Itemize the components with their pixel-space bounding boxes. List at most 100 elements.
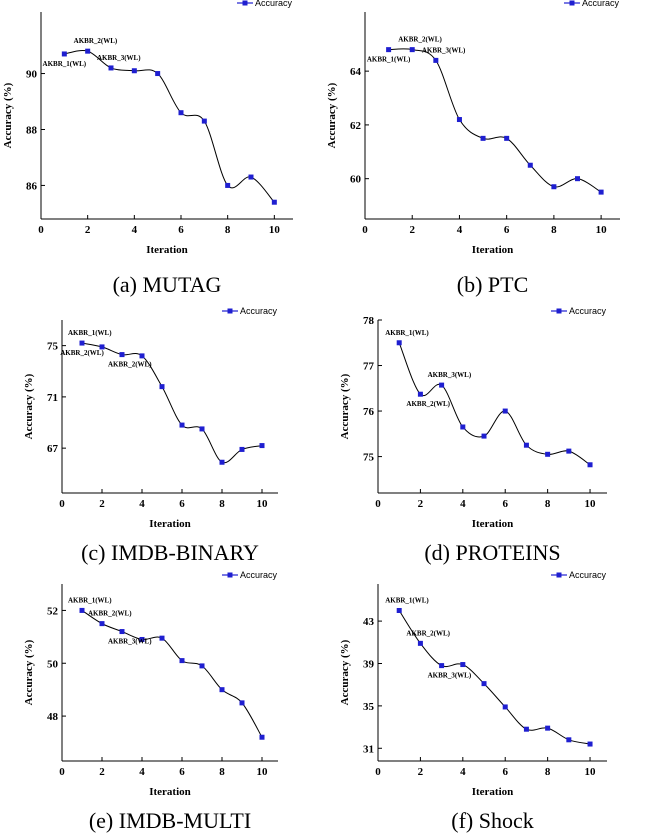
data-point [545, 451, 551, 457]
chart-panel-3: 0 2 4 6 8 10 67 71 75 Iteration Accuracy (%) Accura… [23, 306, 278, 565]
x-axis-title: Iteration [472, 244, 514, 256]
data-point [439, 382, 445, 388]
subfigure-caption: (c) IMDB-BINARY [81, 540, 259, 565]
data-point [566, 448, 572, 454]
data-point [460, 424, 466, 430]
x-tick-label: 0 [362, 224, 368, 236]
data-point [219, 459, 225, 465]
data-point [119, 629, 125, 635]
data-point [79, 607, 85, 613]
y-tick-label: 75 [47, 341, 59, 353]
x-tick-label: 6 [502, 766, 508, 778]
legend-marker [556, 308, 562, 314]
data-point [259, 443, 265, 449]
annotation-label: AKBR_3(WL) [428, 371, 472, 379]
data-point [108, 65, 114, 71]
data-point [178, 110, 184, 116]
subfigure-caption: (f) Shock [451, 808, 533, 833]
data-point [61, 51, 67, 57]
data-point [396, 607, 402, 613]
y-tick-label: 62 [350, 120, 362, 132]
annotation-label: AKBR_3(WL) [422, 46, 466, 54]
x-tick-label: 2 [99, 766, 105, 778]
legend-label: Accuracy [569, 306, 607, 316]
data-point [551, 184, 557, 190]
legend-marker [569, 0, 575, 6]
data-point [460, 662, 466, 668]
data-point [417, 391, 423, 397]
data-point [99, 621, 105, 627]
x-tick-label: 6 [179, 498, 185, 510]
annotation-label: AKBR_2(WL) [60, 349, 104, 357]
data-point [85, 48, 91, 54]
data-point [587, 462, 593, 468]
data-point [271, 199, 277, 205]
series-line-accuracy [388, 48, 602, 193]
data-point [131, 68, 137, 74]
y-tick-label: 48 [47, 711, 59, 723]
subfigure-caption: (b) PTC [457, 272, 529, 297]
chart-panel-2: 0 2 4 6 8 10 60 62 64 Iteration Accuracy (%) Accura… [326, 0, 620, 297]
legend-marker [227, 572, 233, 578]
y-tick-label: 35 [363, 701, 375, 713]
x-tick-label: 0 [38, 224, 44, 236]
annotation-label: AKBR_2(WL) [406, 400, 450, 408]
data-point [159, 384, 165, 390]
series-line-accuracy [81, 610, 263, 738]
y-tick-label: 52 [47, 605, 59, 617]
data-point [179, 658, 185, 664]
x-tick-label: 0 [59, 498, 65, 510]
data-point [199, 426, 205, 432]
series-line-accuracy [398, 610, 591, 745]
y-axis-title: Accuracy (%) [23, 373, 35, 439]
x-axis-title: Iteration [146, 244, 188, 256]
data-point [239, 446, 245, 452]
y-tick-label: 71 [47, 392, 58, 404]
y-axis-title: Accuracy (%) [326, 82, 338, 148]
x-tick-label: 4 [139, 766, 145, 778]
data-point [545, 725, 551, 731]
data-point [504, 135, 510, 141]
y-axis-title: Accuracy (%) [2, 82, 14, 148]
y-tick-label: 75 [363, 452, 375, 464]
x-axis-title: Iteration [472, 518, 514, 530]
data-point [199, 663, 205, 669]
x-tick-label: 10 [596, 224, 608, 236]
x-tick-label: 8 [545, 766, 551, 778]
x-axis-title: Iteration [472, 786, 514, 798]
x-tick-label: 4 [139, 498, 145, 510]
data-point [239, 700, 245, 706]
y-tick-label: 43 [363, 616, 375, 628]
data-point [155, 71, 161, 77]
x-tick-label: 10 [257, 498, 269, 510]
annotation-label: AKBR_2(WL) [74, 37, 118, 45]
data-point [119, 352, 125, 358]
data-point [417, 640, 423, 646]
x-tick-label: 6 [178, 224, 184, 236]
data-point [502, 408, 508, 414]
x-tick-label: 4 [460, 498, 466, 510]
annotation-label: AKBR_2(WL) [398, 36, 442, 44]
x-tick-label: 8 [545, 498, 551, 510]
subfigure-caption: (e) IMDB-MULTI [89, 808, 251, 833]
series-line-accuracy [64, 50, 275, 203]
data-point [481, 681, 487, 687]
chart-panel-4: 0 2 4 6 8 10 75 76 77 78 Iteration Accuracy (%) Accu… [339, 306, 607, 565]
x-tick-label: 10 [269, 224, 281, 236]
annotation-label: AKBR_1(WL) [68, 596, 112, 604]
data-point [225, 182, 231, 188]
legend-label: Accuracy [582, 0, 620, 8]
x-tick-label: 2 [418, 498, 424, 510]
x-tick-label: 2 [418, 766, 424, 778]
series-line-accuracy [398, 342, 591, 466]
annotation-label: AKBR_2(WL) [406, 629, 450, 637]
data-point [575, 176, 580, 182]
chart-panel-5: 0 2 4 6 8 10 48 50 52 Iteration Accuracy (%) Accura… [23, 570, 278, 833]
legend-label: Accuracy [255, 0, 293, 8]
subfigure-caption: (d) PROTEINS [424, 540, 560, 565]
chart-panel-6: 0 2 4 6 8 10 31 35 39 43 Iteration Accuracy (%) Accu… [339, 570, 607, 833]
y-tick-label: 50 [47, 658, 59, 670]
x-tick-label: 2 [409, 224, 415, 236]
y-tick-label: 77 [363, 361, 375, 373]
y-tick-label: 90 [26, 69, 38, 81]
